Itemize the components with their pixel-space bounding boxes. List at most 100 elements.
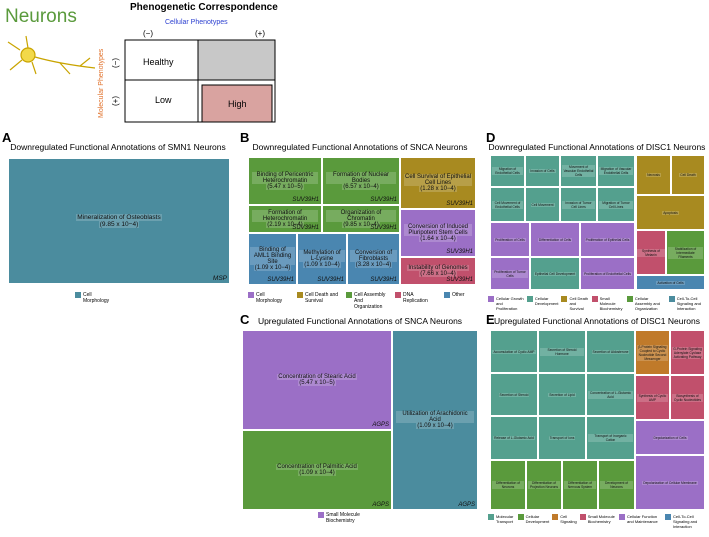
header: Neurons Phenogenetic Correspondence Cell… (5, 2, 278, 123)
minus-label: (−) (111, 58, 120, 68)
tile-label: Invasion of Cells (529, 169, 556, 173)
treemap-tile: Secretion of Lipid (538, 373, 586, 416)
legend-swatch (619, 514, 626, 520)
legend-label: Cell Death and Survival (305, 292, 339, 304)
legend-item: Cellular Function and Maintenance (619, 514, 662, 524)
treemap-tile: Concentration of Stearic Acid (5.47 x 10−… (242, 330, 392, 430)
tile-label: Cell Survival of Epithelial Cell Lines (403, 174, 473, 186)
tile-label: Movement of Vascular Endothelial Cells (561, 165, 596, 177)
tile-gene: SUV39H1 (446, 249, 473, 255)
tile-gene: SUV39H1 (267, 277, 294, 283)
tile-label: Secretion of Steroid Hormone (540, 347, 584, 356)
tile-gene: SUV39H1 (292, 197, 319, 203)
legend: Cellular Growth and Proliferation Cellula… (488, 296, 709, 311)
tile-value: (9.85 x 10−4) (342, 222, 380, 228)
panel-title: Downregulated Functional Annotations of … (252, 142, 468, 152)
tile-gene: SUV39H1 (446, 277, 473, 283)
legend: Cell Morphology (75, 292, 119, 304)
treemap-tile: Development of Neurons (598, 460, 635, 510)
treemap-tile: Utilization of Arachidonic Acid (1.09 x 1… (392, 330, 478, 510)
panel-letter: E (486, 312, 495, 327)
legend-item: Molecular Transport (488, 514, 515, 524)
neuron-icon (7, 35, 96, 75)
treemap-tile: Concentration of Palmitic Acid (1.09 x 10… (242, 430, 392, 510)
treemap-tile: Instability of Genomes (7.66 x 10−4) SUV39… (400, 257, 476, 285)
tile-value: (2.19 x 10−4) (266, 222, 304, 228)
legend-item: Cellular Growth and Proliferation (488, 296, 524, 311)
legend-item: Cell Death and Survival (561, 296, 588, 311)
cell-label: Healthy (143, 57, 174, 67)
cell-label: Low (155, 95, 172, 105)
tile-label: G-Protein Signaling Adenylate Cyclase Ac… (671, 346, 704, 359)
legend-swatch (248, 292, 254, 298)
grid-cell (201, 84, 273, 123)
legend-swatch (488, 296, 494, 302)
legend-swatch (591, 296, 598, 302)
treemap-tile: Differentiation of Projection Neurons (526, 460, 562, 510)
treemap-tile: Proliferation of Endothelial Cells (580, 257, 635, 290)
tile-label: Formation of Heterochromatin (251, 210, 319, 222)
tile-gene: SUV39H1 (317, 277, 344, 283)
plus-label: (+) (255, 29, 265, 38)
panel-letter: D (486, 130, 496, 145)
legend-label: DNA Replication (403, 292, 428, 304)
treemap-tile: Migration of Tumor Cell Lines (597, 187, 635, 222)
legend-label: Cell Signaling (560, 514, 577, 524)
legend-swatch (395, 292, 401, 298)
legend-item: Small Molecule Biochemistry (579, 514, 616, 524)
legend: Molecular Transport Cellular Development C… (488, 514, 709, 529)
legend-label: Cellular Assembly and Organization (634, 296, 660, 311)
tile-label: Binding of Pericentric Heterochromatin (251, 172, 319, 184)
legend-swatch (664, 514, 671, 520)
tile-label: Secretion of Steroid (498, 392, 530, 397)
grid-cell (197, 39, 276, 81)
tile-label: Invasion of Tumor Cell Lines (561, 200, 596, 209)
treemap-tile: Release of L-Glutamic Acid (490, 416, 538, 460)
tile-label: Epithelial Cell Development (533, 271, 577, 276)
tile-label: Migration of Tumor Cell Lines (598, 200, 634, 209)
treemap-tile: Necrosis (636, 155, 671, 195)
tile-label: Conversion of Induced Pluripotent Stem C… (403, 224, 473, 236)
treemap-tile: Stabilization of Intermediate Filaments (666, 230, 705, 275)
legend-label: Cell Assembly And Organization (354, 292, 386, 310)
legend-label: Cell Morphology (256, 292, 283, 304)
tile-label: Concentration of Palmitic Acid (276, 464, 358, 470)
panel-title: Downregulated Functional Annotations of … (10, 142, 226, 152)
legend-item: Cell Morphology (75, 292, 119, 304)
legend-item: Cellular Development (526, 296, 558, 306)
legend-swatch (552, 514, 559, 520)
tile-gene: AGPS (372, 422, 389, 428)
correspondence-title: Phenogenetic Correspondence (130, 2, 278, 13)
tile-label: Depolarization of Cells (652, 435, 688, 440)
tile-label: Concentration of Stearic Acid (277, 374, 357, 380)
treemap-tile: Formation of Nuclear Bodies (6.57 x 10−4)… (322, 157, 400, 205)
tile-label: Cell Movement (530, 202, 555, 207)
tile-gene: MSP (212, 275, 227, 282)
legend-label: Cell-To-Cell Signaling and Interaction (672, 514, 698, 529)
legend: Small Molecule Biochemistry (318, 512, 362, 524)
legend-swatch (668, 296, 675, 302)
treemap-tile: Cell Movement of Endothelial Cells (490, 187, 525, 222)
tile-label: Migration of Endothelial Cells (491, 167, 524, 175)
legend-swatch (444, 292, 450, 298)
tile-gene: SUV39H1 (370, 277, 397, 283)
tile-label: Development of Neurons (599, 481, 634, 489)
legend-label: Cell Morphology (83, 292, 110, 304)
tile-label: Biosynthesis of Cyclic Nucleotides (671, 393, 704, 402)
tile-label: Differentiation of Nervous System (563, 481, 597, 489)
treemap-tile: Invasion of Tumor Cell Lines (560, 187, 597, 222)
tile-label: Proliferation of Tumor Cells (491, 269, 529, 278)
tile-label: Differentiation of Neurons (491, 481, 525, 489)
tile-label: Migration of Vascular Endothelial Cells (598, 167, 634, 175)
tile-label: Apoptosis (662, 210, 679, 215)
legend-swatch (318, 512, 324, 518)
legend-label: Other (452, 292, 465, 298)
treemap-tile: Movement of Vascular Endothelial Cells (560, 155, 597, 187)
treemap-tile: Migration of Endothelial Cells (490, 155, 525, 187)
legend-label: Small Molecule Biochemistry (587, 514, 615, 524)
tile-value: (6.57 x 10−4) (342, 184, 380, 190)
legend-label: Cell Death and Survival (569, 296, 589, 311)
legend-item: Cell-To-Cell Signaling and Interaction (664, 514, 709, 529)
tile-value: (1.28 x 10−4) (419, 186, 457, 192)
